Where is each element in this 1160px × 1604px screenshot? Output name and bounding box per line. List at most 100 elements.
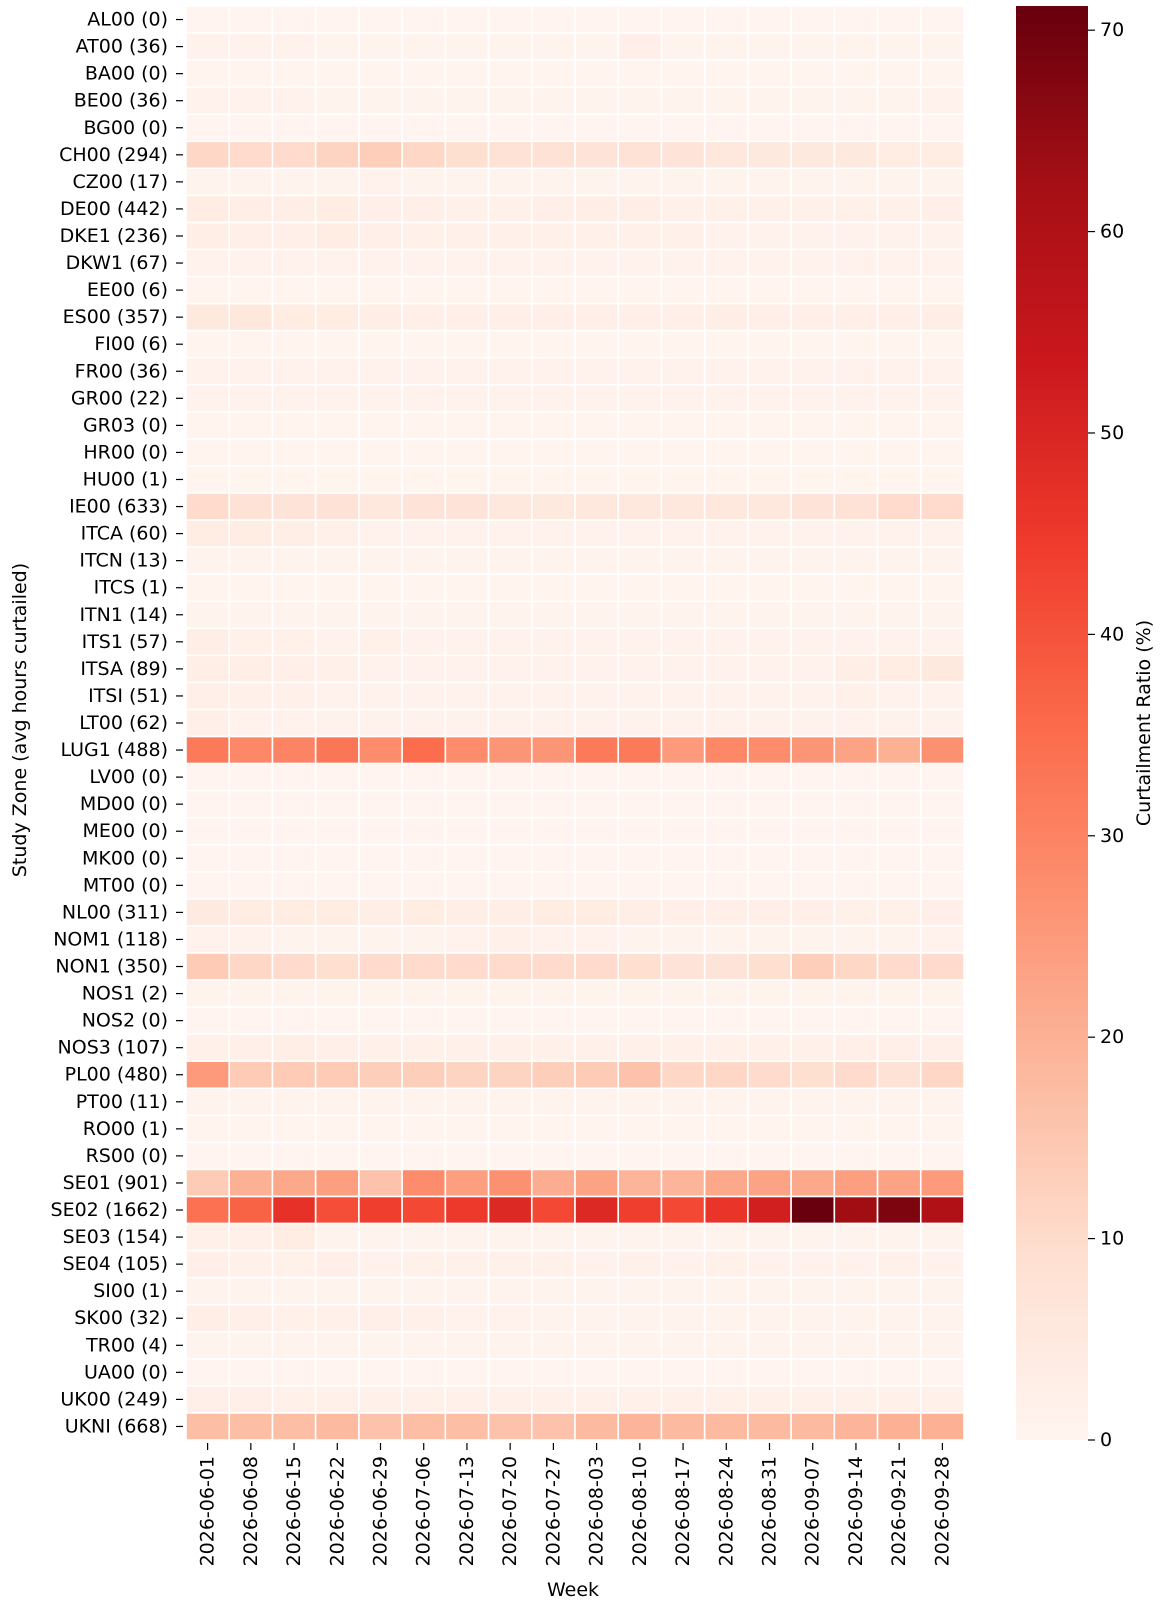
heatmap-cell	[185, 32, 231, 61]
y-tick-label: NOS1 (2)	[82, 983, 168, 1005]
heatmap-cell	[833, 221, 879, 251]
heatmap-cell	[487, 1276, 533, 1306]
heatmap-cell	[833, 383, 879, 413]
heatmap-cell	[660, 1385, 706, 1414]
heatmap-cell	[228, 1330, 274, 1360]
heatmap-cell	[747, 627, 792, 657]
heatmap-cell	[833, 248, 879, 278]
heatmap-cell	[617, 681, 663, 711]
heatmap-cell	[660, 789, 706, 819]
heatmap-cell	[876, 1060, 922, 1090]
heatmap-cell	[314, 302, 360, 332]
heatmap-cell	[314, 627, 360, 657]
heatmap-cell	[617, 708, 663, 738]
heatmap-cell	[358, 1249, 403, 1279]
heatmap-cell	[876, 356, 922, 386]
y-tick-label: GR00 (22)	[71, 387, 168, 409]
heatmap-cell	[314, 546, 360, 575]
heatmap-cell	[919, 627, 965, 657]
heatmap-cell	[185, 979, 231, 1008]
heatmap-cell	[228, 1087, 274, 1117]
heatmap-cell	[401, 843, 447, 873]
heatmap-cell	[747, 383, 792, 413]
heatmap-cell	[919, 735, 965, 765]
y-tick-label: GR03 (0)	[83, 414, 168, 436]
heatmap-cell	[314, 248, 360, 278]
heatmap-cell	[185, 167, 231, 197]
heatmap-cell	[919, 1222, 965, 1252]
heatmap-cell	[358, 1222, 403, 1252]
colorbar-tick-label: 60	[1100, 221, 1124, 243]
heatmap-cell	[747, 654, 792, 684]
heatmap-cell	[530, 627, 576, 657]
heatmap-cell	[660, 1276, 706, 1306]
heatmap-cell	[487, 681, 533, 711]
heatmap-cell	[617, 816, 663, 846]
heatmap-cell	[271, 654, 317, 684]
heatmap-cell	[401, 1195, 447, 1225]
heatmap-cell	[833, 1330, 879, 1360]
heatmap-cell	[530, 843, 576, 873]
heatmap-cell	[271, 5, 317, 34]
heatmap-cell	[790, 925, 836, 954]
heatmap-cell	[314, 113, 360, 143]
heatmap-cell	[747, 1303, 792, 1333]
heatmap-cell	[314, 1276, 360, 1306]
heatmap-cell	[660, 248, 706, 278]
heatmap-cell	[401, 1006, 447, 1035]
heatmap-cell	[660, 762, 706, 792]
heatmap-cell	[530, 248, 576, 278]
heatmap-cell	[703, 113, 749, 143]
heatmap-cell	[271, 789, 317, 819]
heatmap-cell	[790, 735, 836, 765]
heatmap-cell	[574, 438, 620, 467]
heatmap-cell	[271, 1168, 317, 1198]
colorbar	[1016, 6, 1088, 1440]
heatmap-cell	[790, 356, 836, 386]
heatmap-cell	[574, 1114, 620, 1144]
x-tick-label: 2026-06-22	[326, 1456, 348, 1566]
heatmap-cell	[833, 789, 879, 819]
heatmap-cell	[271, 1303, 317, 1333]
heatmap-cell	[358, 59, 403, 88]
y-axis-label: Study Zone (avg hours curtailed)	[9, 563, 31, 877]
heatmap-cell	[833, 302, 879, 332]
heatmap-cell	[185, 1330, 231, 1360]
y-tick-label: MD00 (0)	[80, 793, 168, 815]
heatmap-cell	[185, 816, 231, 846]
heatmap-cell	[444, 86, 490, 116]
heatmap-cell	[358, 194, 403, 224]
heatmap-cell	[185, 1358, 231, 1387]
heatmap-cell	[487, 735, 533, 765]
heatmap-cell	[703, 1087, 749, 1117]
heatmap-cell	[271, 1006, 317, 1035]
heatmap-cell	[358, 438, 403, 467]
heatmap-cell	[358, 356, 403, 386]
heatmap-cell	[228, 140, 274, 170]
heatmap-cell	[617, 411, 663, 440]
heatmap-cell	[401, 248, 447, 278]
heatmap-cell	[833, 167, 879, 197]
heatmap-cell	[401, 86, 447, 116]
heatmap-cell	[185, 898, 231, 927]
heatmap-cell	[790, 1033, 836, 1063]
y-tick-label: SI00 (1)	[93, 1280, 168, 1302]
heatmap-cell	[228, 1060, 274, 1090]
heatmap-cell	[790, 1168, 836, 1198]
heatmap-cell	[876, 1168, 922, 1198]
y-tick-label: MK00 (0)	[82, 847, 168, 869]
heatmap-cell	[574, 1330, 620, 1360]
heatmap-cell	[919, 411, 965, 440]
heatmap-cell	[660, 654, 706, 684]
heatmap-cell	[487, 5, 533, 34]
y-tick-label: AT00 (36)	[76, 36, 168, 58]
heatmap-cell	[660, 1060, 706, 1090]
heatmap-cell	[574, 1087, 620, 1117]
heatmap-cell	[228, 356, 274, 386]
heatmap-cell	[790, 5, 836, 34]
heatmap-cell	[747, 140, 792, 170]
y-tick-label: ITSA (89)	[80, 658, 168, 680]
heatmap-cell	[660, 1033, 706, 1063]
heatmap-cell	[876, 113, 922, 143]
heatmap-cell	[530, 1412, 576, 1441]
